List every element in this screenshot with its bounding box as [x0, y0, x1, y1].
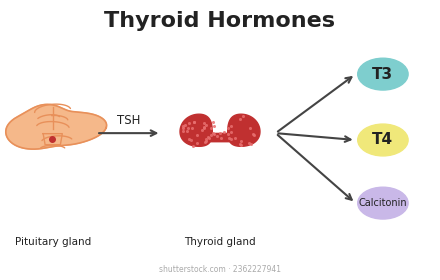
Polygon shape — [43, 134, 62, 145]
Text: Calcitonin: Calcitonin — [359, 198, 407, 208]
Circle shape — [358, 187, 408, 219]
FancyBboxPatch shape — [209, 133, 231, 143]
Polygon shape — [227, 114, 260, 146]
Text: T4: T4 — [372, 132, 393, 148]
Polygon shape — [6, 104, 106, 149]
Text: shutterstock.com · 2362227941: shutterstock.com · 2362227941 — [159, 265, 281, 274]
Text: TSH: TSH — [117, 114, 140, 127]
Circle shape — [358, 58, 408, 90]
Circle shape — [358, 124, 408, 156]
Text: Pituitary gland: Pituitary gland — [15, 237, 91, 247]
Polygon shape — [180, 114, 213, 146]
Text: T3: T3 — [372, 67, 393, 82]
Text: Thyroid gland: Thyroid gland — [184, 237, 256, 247]
Text: Thyroid Hormones: Thyroid Hormones — [105, 11, 335, 31]
